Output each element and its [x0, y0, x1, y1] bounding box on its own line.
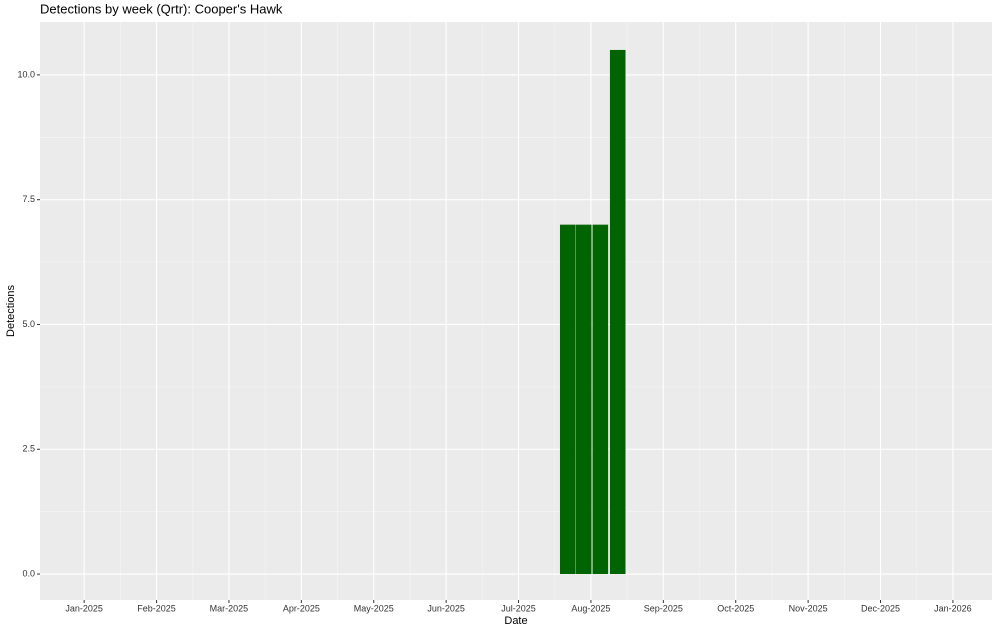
x-tick-label: Oct-2025 — [717, 603, 754, 613]
x-tick-label: Jan-2025 — [65, 603, 103, 613]
y-axis-label: Detections — [5, 285, 17, 337]
x-tick-label: Jun-2025 — [427, 603, 465, 613]
x-tick-label: Nov-2025 — [789, 603, 828, 613]
x-tick-label: May-2025 — [354, 603, 394, 613]
x-tick-label: Aug-2025 — [571, 603, 610, 613]
y-tick-label: 0.0 — [22, 568, 35, 578]
x-tick-label: Mar-2025 — [210, 603, 249, 613]
bar — [592, 224, 609, 575]
x-tick-label: Jan-2026 — [934, 603, 972, 613]
x-axis-label: Date — [504, 615, 527, 627]
x-tick-label: Sep-2025 — [644, 603, 683, 613]
x-tick-label: Jul-2025 — [501, 603, 536, 613]
y-tick-label: 10.0 — [17, 69, 35, 79]
x-tick-label: Apr-2025 — [283, 603, 320, 613]
y-tick-label: 7.5 — [22, 194, 35, 204]
x-tick-label: Dec-2025 — [861, 603, 900, 613]
bar — [575, 224, 592, 575]
bar — [609, 49, 626, 575]
x-tick-label: Feb-2025 — [137, 603, 176, 613]
y-tick-label: 2.5 — [22, 444, 35, 454]
chart-title: Detections by week (Qrtr): Cooper's Hawk — [40, 1, 283, 16]
y-tick-label: 5.0 — [22, 319, 35, 329]
panel — [40, 22, 992, 600]
bar — [559, 224, 576, 575]
